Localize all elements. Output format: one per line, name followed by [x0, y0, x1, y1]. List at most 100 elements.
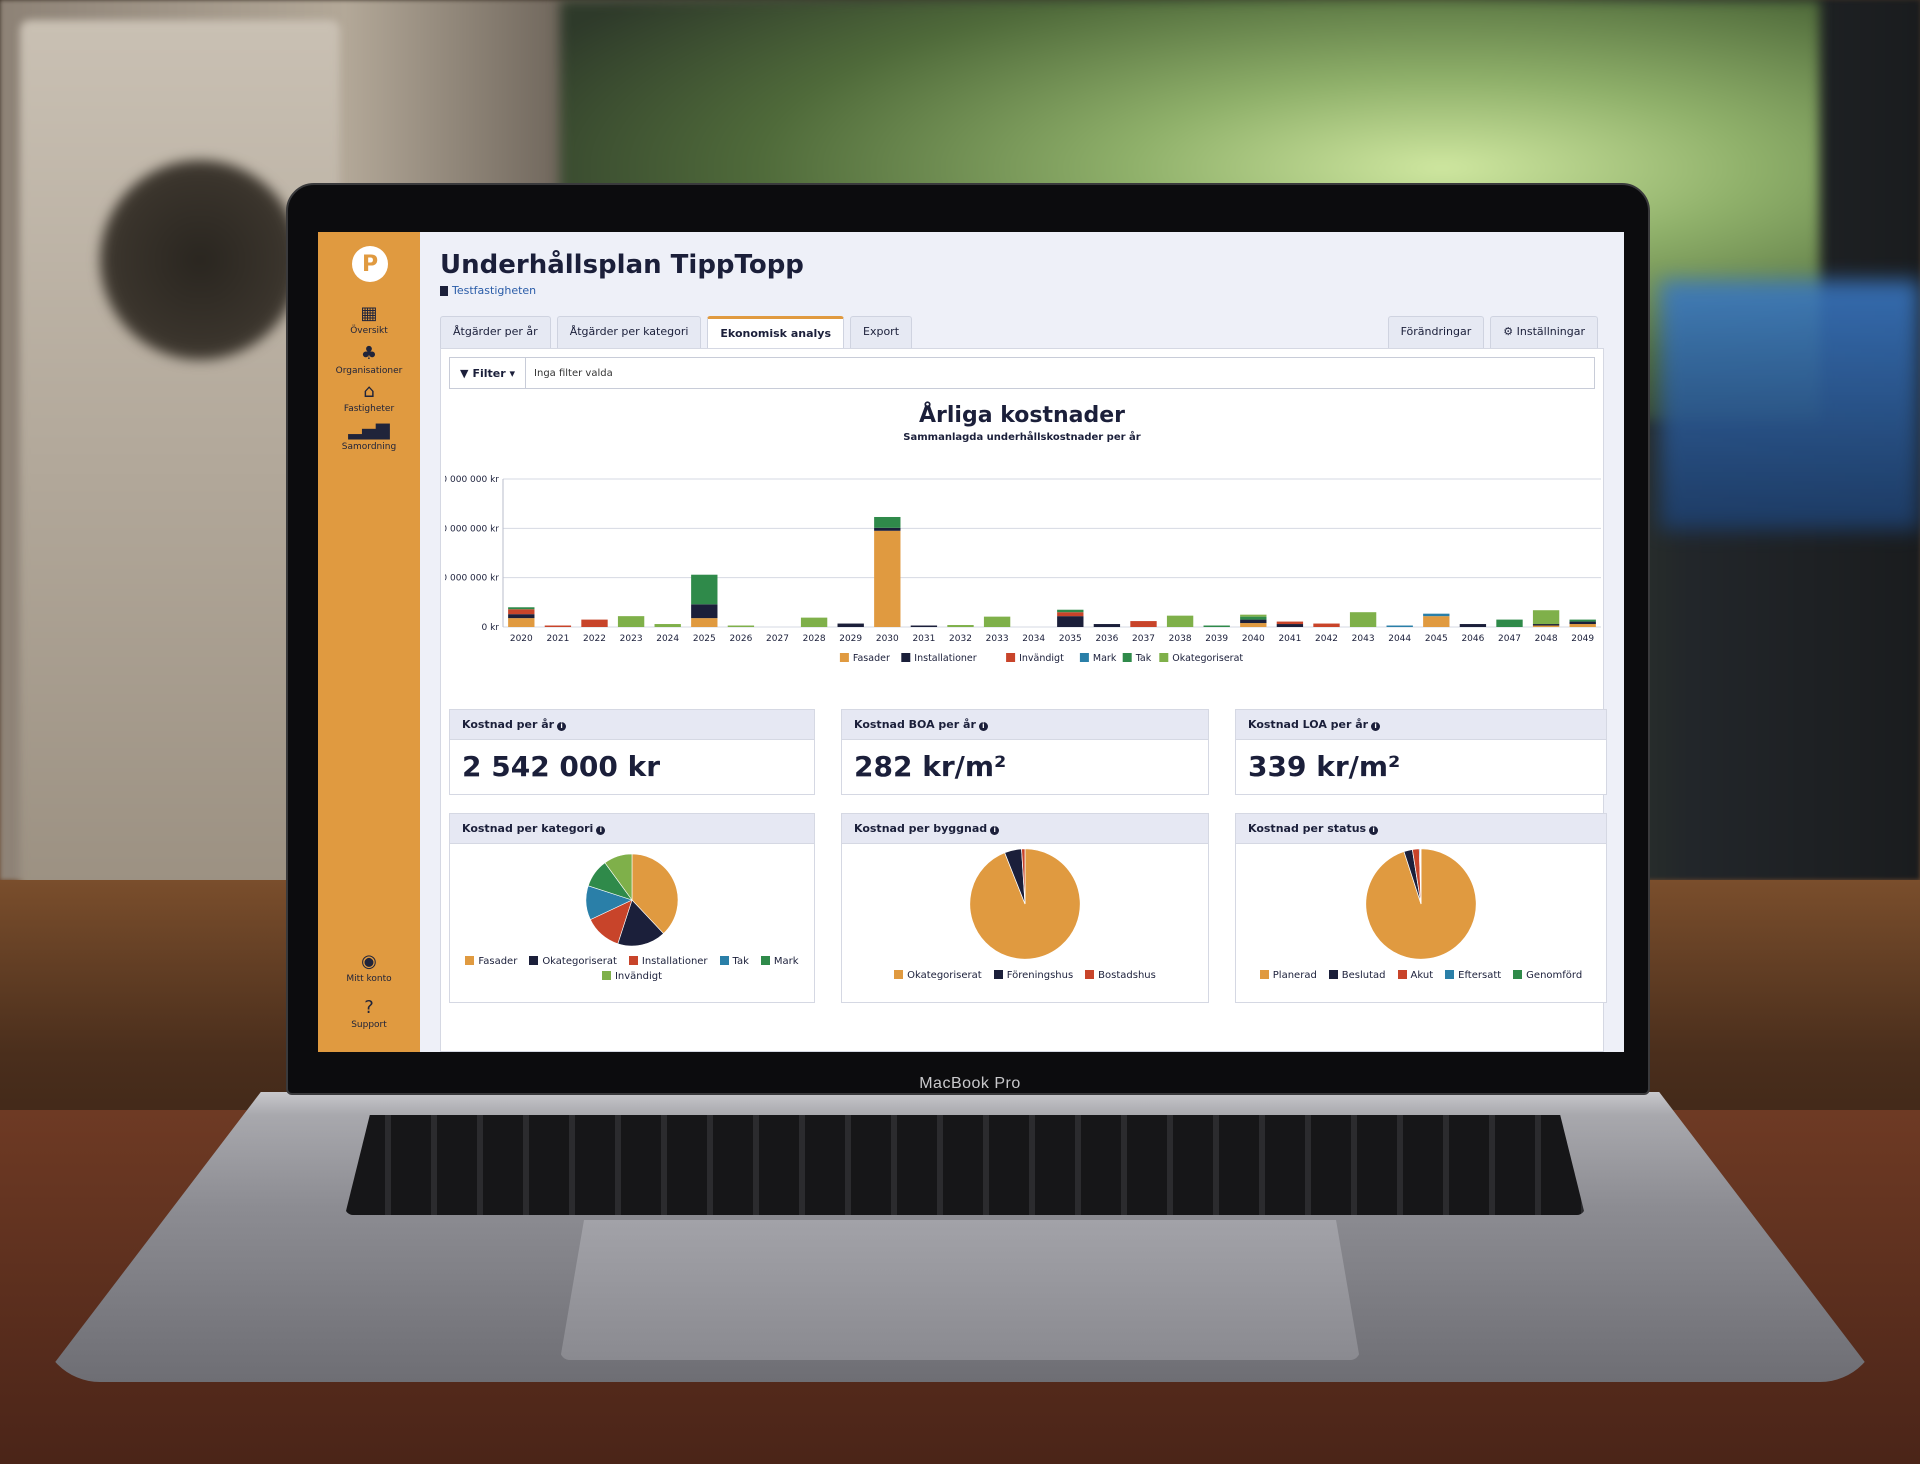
bar-segment[interactable]: [508, 614, 535, 619]
legend-item[interactable]: Fasader: [465, 956, 517, 967]
info-icon[interactable]: i: [557, 722, 567, 731]
bar-segment[interactable]: [1057, 616, 1084, 627]
bar-segment[interactable]: [727, 625, 755, 627]
card-title: Kostnad per år: [462, 718, 555, 731]
bar-segment[interactable]: [1203, 625, 1230, 627]
bar-segment[interactable]: [1276, 624, 1304, 627]
bar-segment[interactable]: [874, 530, 901, 627]
legend-label[interactable]: Mark: [1093, 653, 1117, 664]
legend-item[interactable]: Akut: [1397, 970, 1433, 981]
legend-item[interactable]: Invändigt: [601, 971, 662, 982]
bar-segment[interactable]: [1057, 612, 1084, 617]
bar-segment[interactable]: [983, 616, 1011, 627]
sidebar-item-organisationer[interactable]: ♣ Organisationer: [318, 344, 420, 377]
sidebar-item-samordning[interactable]: ▂▄▆ Samordning: [318, 420, 420, 453]
legend-item[interactable]: Föreningshus: [993, 970, 1073, 981]
tab-export[interactable]: Export: [850, 316, 913, 348]
bar-segment[interactable]: [691, 618, 718, 627]
bar-segment[interactable]: [947, 625, 974, 627]
bar-segment[interactable]: [1569, 619, 1596, 622]
bar-segment[interactable]: [581, 619, 608, 627]
bar-segment[interactable]: [1240, 623, 1267, 627]
legend-label: Mark: [773, 956, 799, 967]
bar-segment[interactable]: [508, 607, 535, 610]
info-icon[interactable]: i: [596, 826, 606, 835]
pie-slice[interactable]: [631, 853, 679, 934]
legend-item[interactable]: Installationer: [628, 956, 708, 967]
bar-segment[interactable]: [654, 624, 681, 627]
pie-slice[interactable]: [1419, 848, 1422, 905]
sidebar-item-fastigheter[interactable]: ⌂ Fastigheter: [318, 382, 420, 415]
info-icon[interactable]: i: [990, 826, 1000, 835]
sidebar-item-support[interactable]: ? Support: [318, 998, 420, 1031]
bar-segment[interactable]: [1569, 624, 1596, 627]
legend-label: Okategoriserat: [907, 970, 982, 981]
legend-item[interactable]: Beslutad: [1328, 970, 1386, 981]
bar-segment[interactable]: [837, 623, 864, 627]
pie-slice[interactable]: [604, 853, 633, 901]
tab-forandringar[interactable]: Förändringar: [1387, 316, 1485, 348]
bar-segment[interactable]: [874, 527, 901, 531]
bar-segment[interactable]: [508, 609, 535, 615]
bar-segment[interactable]: [1166, 615, 1194, 627]
info-icon[interactable]: i: [1371, 722, 1381, 731]
legend-label[interactable]: Installationer: [914, 653, 976, 664]
tab-ekonomisk-analys[interactable]: Ekonomisk analys: [707, 316, 844, 348]
legend-item[interactable]: Eftersatt: [1445, 970, 1501, 981]
bar-segment[interactable]: [617, 616, 645, 627]
bar-segment[interactable]: [1093, 624, 1121, 627]
bar-segment[interactable]: [910, 625, 938, 627]
bar-segment[interactable]: [1423, 616, 1450, 627]
tab-atgarder-per-kategori[interactable]: Åtgärder per kategori: [556, 316, 702, 348]
legend-label[interactable]: Okategoriserat: [1172, 653, 1243, 664]
info-icon[interactable]: i: [978, 722, 988, 731]
bar-segment[interactable]: [508, 618, 535, 627]
bar-segment[interactable]: [1386, 625, 1413, 627]
tab-atgarder-per-ar[interactable]: Åtgärder per år: [440, 316, 551, 348]
bar-segment[interactable]: [544, 625, 572, 627]
legend-item[interactable]: Mark: [760, 956, 799, 967]
bar-segment[interactable]: [1276, 621, 1304, 625]
legend-label[interactable]: Tak: [1135, 653, 1152, 664]
sidebar-item-mitt-konto[interactable]: ◉ Mitt konto: [318, 952, 420, 985]
bar-segment[interactable]: [1496, 619, 1523, 627]
bar-segment[interactable]: [1240, 619, 1267, 624]
pie-legend: Fasader Okategoriserat Installationer Tak Ma…: [450, 956, 814, 982]
bar-segment[interactable]: [1532, 610, 1560, 625]
info-icon[interactable]: i: [1369, 826, 1379, 835]
sidebar-item-oversikt[interactable]: ▦ Översikt: [318, 303, 420, 337]
bar-segment[interactable]: [1459, 624, 1487, 627]
bar-segment[interactable]: [1057, 609, 1084, 613]
bar-segment[interactable]: [1240, 614, 1267, 617]
legend-item[interactable]: Planerad: [1259, 970, 1317, 981]
legend-item[interactable]: Bostadshus: [1085, 970, 1156, 981]
legend-item[interactable]: Tak: [719, 956, 749, 967]
bar-segment[interactable]: [1313, 623, 1340, 627]
bar-segment[interactable]: [1569, 621, 1596, 625]
bar-segment[interactable]: [800, 617, 828, 627]
filter-button[interactable]: ▼ Filter ▾: [450, 358, 527, 388]
bar-segment[interactable]: [1423, 613, 1450, 617]
grid-icon: ▦: [360, 303, 378, 324]
bar-segment[interactable]: [1532, 624, 1560, 626]
bar-segment[interactable]: [874, 516, 901, 528]
legend-item[interactable]: Okategoriserat: [894, 970, 982, 981]
bar-segment[interactable]: [1532, 625, 1560, 627]
x-tick-label: 2030: [876, 634, 899, 644]
filter-input[interactable]: [526, 367, 1594, 379]
pie-slice[interactable]: [617, 899, 664, 947]
tab-installningar[interactable]: ⚙ Inställningar: [1490, 316, 1598, 348]
legend-label[interactable]: Invändigt: [1019, 653, 1064, 664]
x-tick-label: 2036: [1095, 634, 1118, 644]
bar-segment[interactable]: [1130, 621, 1157, 627]
legend-item[interactable]: Okategoriserat: [529, 956, 617, 967]
bar-segment[interactable]: [1349, 612, 1377, 627]
legend-item[interactable]: Genomförd: [1513, 970, 1582, 981]
bar-segment[interactable]: [691, 574, 718, 605]
bar-segment[interactable]: [691, 604, 718, 619]
app-logo[interactable]: P: [352, 246, 388, 282]
property-link[interactable]: Testfastigheten: [440, 284, 1604, 297]
pie-slice[interactable]: [1021, 848, 1026, 905]
legend-label[interactable]: Fasader: [853, 653, 890, 664]
bar-segment[interactable]: [1240, 616, 1267, 620]
